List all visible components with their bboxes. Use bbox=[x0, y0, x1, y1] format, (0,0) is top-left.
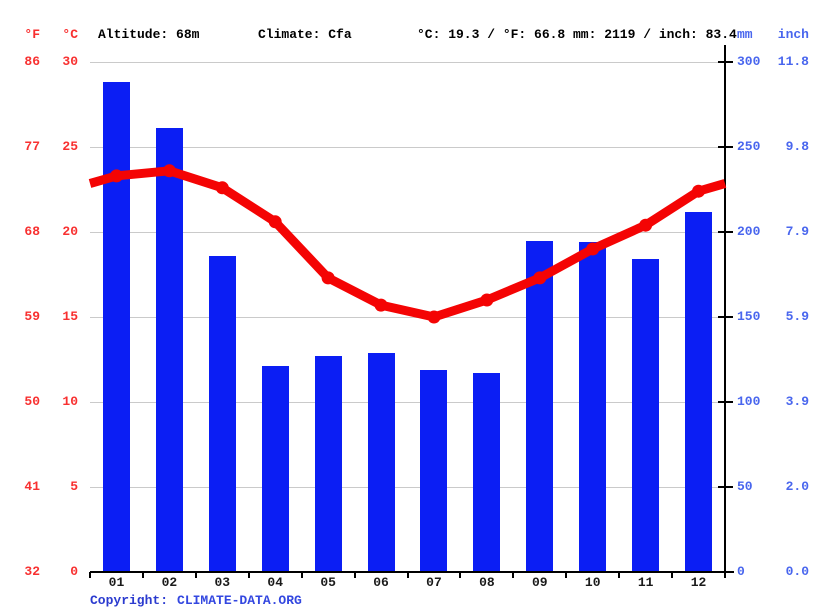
gridline bbox=[90, 61, 725, 63]
bottom-axis-tick bbox=[724, 572, 726, 578]
celsius-tick-label: 0 bbox=[70, 564, 78, 579]
mm-tick-label: 50 bbox=[737, 479, 753, 494]
celsius-tick-label: 5 bbox=[70, 479, 78, 494]
fahrenheit-tick-label: 50 bbox=[24, 394, 40, 409]
month-label: 11 bbox=[637, 575, 654, 590]
mm-tick-label: 100 bbox=[737, 394, 761, 409]
inch-tick-label: 3.9 bbox=[785, 394, 809, 409]
bottom-axis-tick bbox=[459, 572, 462, 578]
gridline bbox=[90, 316, 725, 318]
bottom-axis-tick bbox=[512, 572, 515, 578]
month-label: 01 bbox=[108, 575, 125, 590]
bottom-axis-tick bbox=[565, 572, 568, 578]
precip-bar-07 bbox=[420, 369, 448, 571]
month-label: 06 bbox=[373, 575, 389, 590]
altitude-label: Altitude: 68m bbox=[98, 27, 200, 42]
fahrenheit-tick-label: 41 bbox=[24, 479, 40, 494]
precip-bar-01 bbox=[102, 82, 130, 571]
mm-tick-label: 300 bbox=[737, 54, 761, 69]
mm-tick-label: 200 bbox=[737, 224, 761, 239]
celsius-tick-label: 15 bbox=[62, 309, 78, 324]
month-label: 03 bbox=[214, 575, 231, 590]
mm-tick-label: 250 bbox=[737, 139, 761, 154]
bottom-axis-line bbox=[90, 571, 734, 573]
copyright-label: Copyright: bbox=[90, 593, 169, 608]
copyright-row: Copyright: CLIMATE-DATA.ORG bbox=[90, 593, 302, 608]
inch-tick-label: 9.8 bbox=[785, 139, 809, 154]
climate-classification-label: Climate: Cfa bbox=[258, 27, 352, 42]
gridline bbox=[90, 486, 725, 488]
precip-bar-10 bbox=[579, 242, 607, 571]
celsius-tick-label: 30 bbox=[62, 54, 78, 69]
fahrenheit-tick-label: 59 bbox=[24, 309, 40, 324]
temperature-point bbox=[374, 298, 388, 312]
celsius-tick-label: 25 bbox=[62, 139, 78, 154]
celsius-tick-label: 20 bbox=[62, 224, 78, 239]
inch-tick-label: 5.9 bbox=[785, 309, 809, 324]
inch-tick-label: 11.8 bbox=[777, 54, 809, 69]
fahrenheit-tick-label: 32 bbox=[24, 564, 40, 579]
month-label: 02 bbox=[161, 575, 178, 590]
precip-bar-03 bbox=[208, 255, 236, 571]
temperature-point bbox=[639, 218, 653, 232]
temperature-point bbox=[268, 215, 282, 229]
fahrenheit-tick-label: 86 bbox=[24, 54, 40, 69]
gridline bbox=[90, 231, 725, 233]
mm-axis-title: mm bbox=[737, 27, 753, 42]
inch-tick-label: 7.9 bbox=[785, 224, 809, 239]
fahrenheit-tick-label: 68 bbox=[24, 224, 40, 239]
precip-bar-06 bbox=[367, 352, 395, 571]
month-label: 04 bbox=[267, 575, 283, 590]
bottom-axis-tick bbox=[618, 572, 621, 578]
precip-bar-11 bbox=[632, 259, 660, 571]
mm-tick-label: 150 bbox=[737, 309, 761, 324]
temperature-point bbox=[480, 293, 494, 307]
month-label: 07 bbox=[426, 575, 442, 590]
bottom-axis-tick bbox=[141, 572, 144, 578]
month-label: 10 bbox=[584, 575, 601, 590]
mm-tick-label: 0 bbox=[737, 564, 745, 579]
precip-bar-09 bbox=[526, 240, 554, 571]
temperature-point bbox=[692, 184, 705, 198]
bottom-axis-tick bbox=[89, 572, 91, 578]
celsius-tick-label: 10 bbox=[62, 394, 78, 409]
bottom-axis-tick bbox=[247, 572, 250, 578]
fahrenheit-tick-label: 77 bbox=[24, 139, 40, 154]
month-label: 08 bbox=[479, 575, 495, 590]
total-precipitation-label: mm: 2119 / inch: 83.4 bbox=[573, 27, 737, 42]
inch-tick-label: 2.0 bbox=[785, 479, 809, 494]
gridline bbox=[90, 401, 725, 403]
inch-tick-label: 0.0 bbox=[785, 564, 809, 579]
precip-bar-02 bbox=[155, 128, 183, 571]
month-label: 12 bbox=[690, 575, 707, 590]
bottom-axis-tick bbox=[300, 572, 303, 578]
precip-bar-08 bbox=[473, 373, 501, 571]
gridline bbox=[90, 146, 725, 148]
bottom-axis-tick bbox=[406, 572, 409, 578]
right-axis-line bbox=[724, 45, 726, 574]
bottom-axis-tick bbox=[353, 572, 356, 578]
temperature-point bbox=[321, 271, 335, 285]
temperature-line bbox=[88, 166, 727, 322]
precip-bar-05 bbox=[314, 356, 342, 571]
fahrenheit-axis-title: °F bbox=[24, 27, 40, 42]
precip-bar-12 bbox=[685, 211, 713, 571]
temperature-point bbox=[215, 181, 229, 195]
inch-axis-title: inch bbox=[777, 27, 809, 42]
month-label: 09 bbox=[531, 575, 548, 590]
precip-bar-04 bbox=[261, 366, 289, 571]
celsius-axis-title: °C bbox=[62, 27, 78, 42]
average-temperature-label: °C: 19.3 / °F: 66.8 bbox=[417, 27, 566, 42]
bottom-axis-tick bbox=[194, 572, 197, 578]
climate-data-org-link[interactable]: CLIMATE-DATA.ORG bbox=[177, 593, 302, 608]
bottom-axis-tick bbox=[671, 572, 674, 578]
month-label: 05 bbox=[320, 575, 336, 590]
